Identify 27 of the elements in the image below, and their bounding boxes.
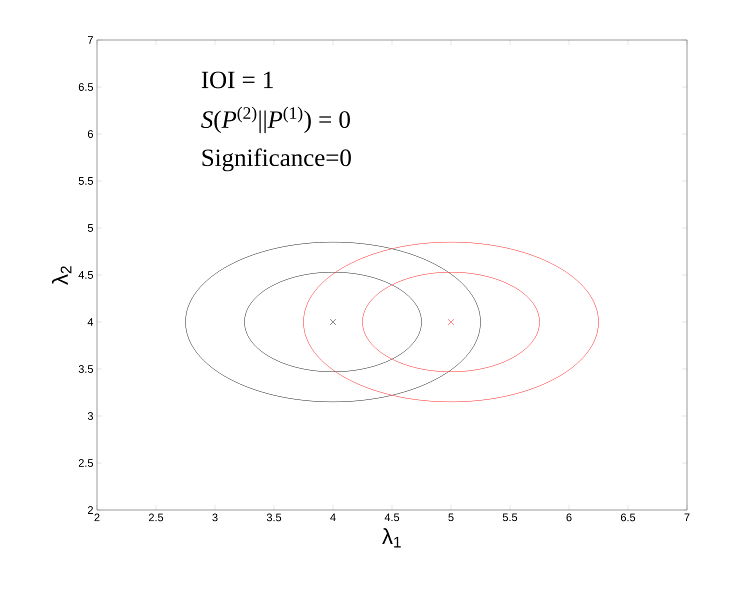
x-tick-label: 4	[330, 514, 336, 522]
x-tick-label: 7	[684, 514, 690, 522]
x-tick-label: 5.5	[502, 514, 518, 522]
x-tick-label: 6.5	[620, 514, 636, 522]
y-tick-label: 6	[88, 130, 93, 138]
annotation: S(P$^{(2)}$||P$^{(1)}$) = 0	[201, 106, 350, 134]
x-tick-label: 2	[94, 514, 100, 522]
y-tick-label: 4	[88, 318, 94, 326]
y-tick-label: 4.5	[78, 271, 94, 279]
y-tick-label: 2	[88, 506, 93, 514]
y-tick-label: 2.5	[78, 459, 94, 467]
x-tick-label: 4.5	[384, 514, 400, 522]
x-tick-label: 5	[448, 514, 454, 522]
y-tick-label: 3	[88, 412, 93, 420]
x-axis-title: λ$_{1}$	[382, 528, 401, 548]
y-axis-title: λ$_{2}$	[52, 266, 72, 285]
x-tick-label: 6	[566, 514, 572, 522]
annotation: IOI = 1	[202, 72, 273, 88]
x-tick-label: 2.5	[148, 514, 164, 522]
y-tick-label: 5.5	[78, 177, 94, 185]
y-tick-label: 6.5	[78, 83, 94, 91]
x-tick-label: 3	[212, 514, 218, 522]
annotation: Significance=0	[202, 148, 351, 172]
y-tick-label: 5	[88, 224, 94, 232]
x-tick-label: 3.5	[266, 514, 282, 522]
y-tick-label: 7	[88, 36, 93, 44]
y-tick-label: 3.5	[78, 365, 94, 373]
